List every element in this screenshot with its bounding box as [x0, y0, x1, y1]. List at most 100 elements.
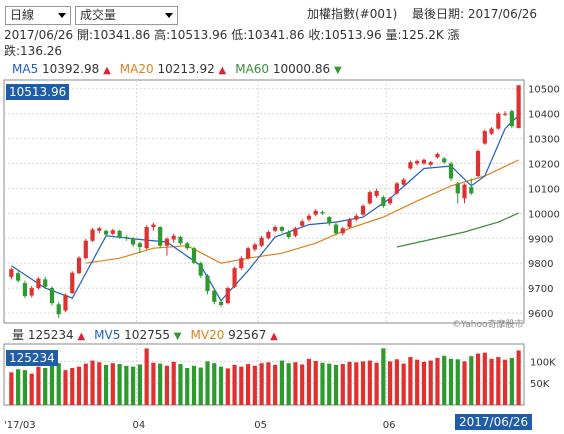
price-tick-label: 9800 [528, 259, 553, 270]
volume-bar [239, 366, 244, 405]
candle-body [43, 279, 48, 287]
price-tick-label: 9600 [528, 309, 553, 320]
volume-bar [144, 348, 149, 405]
candle-body [381, 197, 386, 206]
ma20-line [85, 159, 519, 264]
ma-ma20: MA20 10213.92 ▲ [119, 62, 227, 76]
volume-bar [266, 362, 271, 405]
volume-bar [428, 360, 433, 405]
candle-body [354, 215, 359, 220]
candle-body [388, 198, 393, 204]
volume-bar [29, 373, 34, 405]
candle-body [300, 221, 305, 226]
candle-body [185, 243, 190, 249]
volume-marker: 125234 [6, 350, 58, 366]
volume-bar [43, 367, 48, 405]
volume-bar [448, 358, 454, 405]
price-tick-label: 10200 [528, 159, 560, 170]
volume-bar [482, 352, 487, 405]
volume-bar [36, 366, 41, 405]
volume-bar [421, 361, 427, 405]
candle-body [320, 212, 325, 214]
volume-bar [245, 364, 251, 405]
candle-body [496, 113, 501, 129]
chevron-down-icon [58, 13, 66, 18]
volume-bar [9, 372, 14, 405]
candle-body [191, 248, 197, 263]
x-tick-label: 06 [383, 420, 396, 431]
candle-body [293, 228, 298, 236]
volume-bar [279, 360, 285, 405]
price-tick-label: 9900 [528, 234, 553, 245]
candle-body [252, 244, 257, 250]
candle-body [374, 190, 379, 196]
candle-body [90, 229, 95, 241]
volume-bar [516, 350, 521, 405]
volume-bar [327, 363, 332, 405]
volume-bar [367, 360, 372, 405]
candle-body [198, 263, 203, 276]
volume-bar [232, 364, 237, 405]
volume-bar [171, 361, 176, 405]
candle-body [212, 290, 217, 302]
volume-bar [381, 348, 386, 405]
period-select[interactable]: 日線 [5, 6, 71, 25]
candle-body [205, 275, 210, 292]
price-tick-label: 10100 [528, 184, 560, 195]
x-tick-label: '17/03 [4, 420, 36, 431]
volume-bar [475, 353, 481, 405]
candle-body [164, 238, 170, 246]
candle-body [124, 237, 129, 239]
candle-body [16, 273, 21, 281]
candle-body [36, 278, 41, 289]
volume-bar [205, 361, 210, 405]
price-tick-label: 10500 [528, 85, 560, 96]
volume-bar [469, 356, 474, 405]
candle-body [266, 232, 271, 239]
volume-bar [394, 359, 399, 405]
volume-bar [218, 366, 224, 405]
candle-body [117, 230, 122, 238]
candle-body [502, 113, 508, 115]
candle-body [482, 131, 487, 144]
volume-bar [76, 366, 82, 405]
price-plot-frame [3, 79, 525, 324]
candle-body [178, 237, 183, 244]
volume-bar [374, 362, 379, 405]
candle-body [360, 205, 366, 215]
volume-bar [185, 367, 190, 405]
candle-body [455, 183, 460, 194]
candle-body [70, 272, 75, 294]
candle-body [489, 128, 494, 134]
volume-bar [401, 363, 406, 405]
volume-bar [90, 360, 95, 405]
arrow-up-icon: ▲ [77, 331, 86, 342]
volume-bar [333, 364, 339, 405]
arrow-up-icon: ▲ [218, 65, 227, 76]
volume-bar [360, 361, 366, 405]
volume-bar [49, 365, 55, 405]
candle-body [327, 217, 332, 224]
volume-bar [22, 370, 28, 405]
volume-bar [63, 370, 68, 405]
indicator-select-value: 成交量 [80, 8, 117, 22]
volume-bar [455, 359, 460, 405]
volume-bar [131, 366, 136, 405]
candle-body [469, 187, 474, 194]
volume-bar [313, 360, 318, 405]
volume-bar [388, 361, 393, 405]
candle-body [49, 288, 55, 304]
ma60-line [396, 212, 519, 248]
candle-body [415, 161, 420, 164]
volume-bar [97, 362, 102, 405]
candle-body [333, 224, 339, 234]
candle-body [509, 111, 514, 127]
volume-bar [435, 357, 440, 405]
volume-tick-label: 100K [530, 357, 556, 368]
indicator-select[interactable]: 成交量 [75, 6, 178, 25]
x-tick-label: 04 [133, 420, 146, 431]
volume-bar [347, 361, 352, 405]
volume-bar [442, 355, 447, 405]
candle-body [340, 228, 345, 234]
volume-bar [320, 362, 325, 405]
